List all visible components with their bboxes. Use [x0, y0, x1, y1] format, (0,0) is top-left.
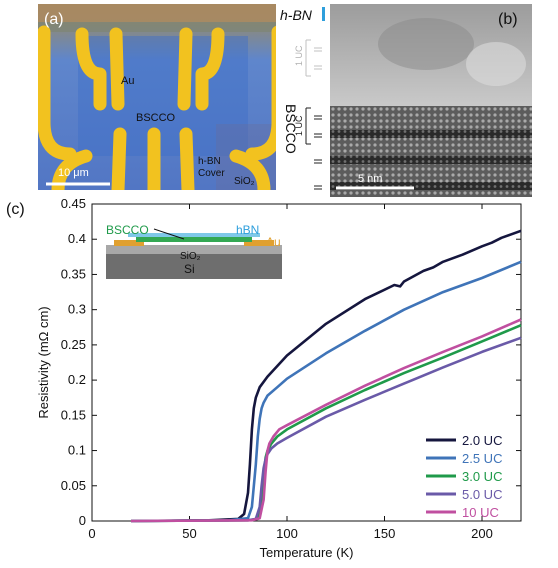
- electrode: [38, 25, 77, 161]
- top-contact-strip: [38, 4, 286, 22]
- panel-b-stem-image: h-BN (b) 1 UC 1 UC BSCCO 5 nm: [276, 4, 532, 197]
- au-label: Au: [121, 75, 134, 87]
- scale-bar-a-label: 10 μm: [58, 167, 89, 179]
- legend-entry: 5.0 UC: [462, 487, 502, 502]
- y-tick-label: 0.05: [61, 478, 86, 493]
- stem-micrograph: h-BN (b) 1 UC 1 UC BSCCO 5 nm: [276, 4, 532, 197]
- panel-c-label: (c): [6, 201, 25, 218]
- y-tick-label: 0.1: [68, 443, 86, 458]
- legend-entry: 2.5 UC: [462, 451, 502, 466]
- sio2-label: SiO₂: [234, 176, 255, 187]
- hbn-layer: [128, 233, 260, 237]
- panel-a-optical-image: (a) Au BSCCO h-BN Cover SiO₂ 10 μm: [38, 4, 286, 190]
- legend-entry: 3.0 UC: [462, 469, 502, 484]
- electrode: [177, 27, 193, 111]
- electrode: [179, 127, 195, 190]
- electrode: [75, 27, 107, 111]
- bscco-label: BSCCO: [136, 112, 176, 124]
- hbn-cover-label-line1: h-BN: [198, 156, 221, 167]
- au-contact-right: [244, 240, 274, 246]
- optical-micrograph: (a) Au BSCCO h-BN Cover SiO₂ 10 μm: [38, 4, 286, 190]
- sio2-layer: [106, 245, 282, 254]
- lattice-dark-band: [330, 156, 532, 164]
- x-tick-label: 150: [374, 526, 396, 541]
- y-tick-label: 0.4: [68, 231, 86, 246]
- contrast-blob: [466, 42, 526, 86]
- inset-si-label: Si: [184, 262, 195, 276]
- hbn-cover-label-line2: Cover: [198, 168, 225, 179]
- x-tick-label: 100: [276, 526, 298, 541]
- x-axis-label: Temperature (K): [260, 545, 354, 560]
- si-layer: [106, 253, 282, 279]
- device-cross-section-inset: BSCCO hBN Au SiO₂ Si: [106, 223, 282, 279]
- series-line-5-0-uc: [130, 336, 522, 523]
- scale-bar-b-label: 5 nm: [358, 173, 382, 185]
- y-tick-label: 0: [79, 513, 86, 528]
- bottom-uc-bracket: [305, 107, 322, 190]
- x-tick-label: 0: [88, 526, 95, 541]
- panel-b-label: (b): [498, 11, 518, 28]
- bscco-layer: [136, 237, 252, 242]
- electrode: [111, 127, 127, 190]
- panel-a-label: (a): [44, 11, 64, 28]
- y-tick-label: 0.25: [61, 337, 86, 352]
- panel-c-resistivity-chart: (c) BSCCO hBN Au SiO₂ Si 0 50 100 150 200 0 0.…: [0, 196, 558, 563]
- electrode: [229, 149, 271, 190]
- hbn-layer-marker: [322, 7, 325, 21]
- bottom-1uc-label: 1 UC: [294, 115, 304, 136]
- lattice-dark-band: [330, 182, 532, 190]
- x-tick-label: 200: [471, 526, 493, 541]
- inset-hbn-label: hBN: [236, 223, 259, 237]
- series-line-10-uc: [130, 318, 522, 523]
- inset-au-label: Au: [266, 235, 281, 249]
- x-tick-label: 50: [182, 526, 196, 541]
- contrast-blob: [378, 18, 474, 70]
- inset-bscco-label: BSCCO: [106, 223, 149, 237]
- series-line-2-0-uc: [130, 229, 522, 523]
- lattice-dark-band: [330, 130, 532, 138]
- plot-frame: [91, 203, 522, 522]
- crystal-lattice: [330, 106, 532, 197]
- top-uc-bracket: [305, 39, 322, 77]
- inset-sio2-label: SiO₂: [180, 251, 201, 262]
- y-axis-label: Resistivity (mΩ cm): [36, 306, 51, 418]
- electrode: [195, 27, 225, 111]
- electrode: [51, 149, 93, 190]
- top-edge-region: [38, 22, 286, 32]
- series-line-2-5-uc: [130, 260, 522, 523]
- electrode: [109, 27, 125, 111]
- legend-entry: 2.0 UC: [462, 433, 502, 448]
- bscco-vertical-label: BSCCO: [283, 104, 299, 154]
- y-tick-label: 0.15: [61, 407, 86, 422]
- bscco-pointer: [153, 228, 185, 240]
- au-contact-left: [114, 240, 144, 246]
- au-electrodes: [38, 25, 285, 190]
- legend-entry: 10 UC: [462, 505, 499, 520]
- y-tick-label: 0.45: [61, 196, 86, 211]
- y-tick-label: 0.2: [68, 372, 86, 387]
- top-1uc-label: 1 UC: [294, 45, 304, 66]
- y-tick-label: 0.3: [68, 302, 86, 317]
- hbn-label: h-BN: [280, 7, 313, 23]
- y-tick-label: 0.35: [61, 266, 86, 281]
- resistivity-vs-temperature-chart: (c) BSCCO hBN Au SiO₂ Si 0 50 100 150 200 0 0.…: [6, 196, 522, 560]
